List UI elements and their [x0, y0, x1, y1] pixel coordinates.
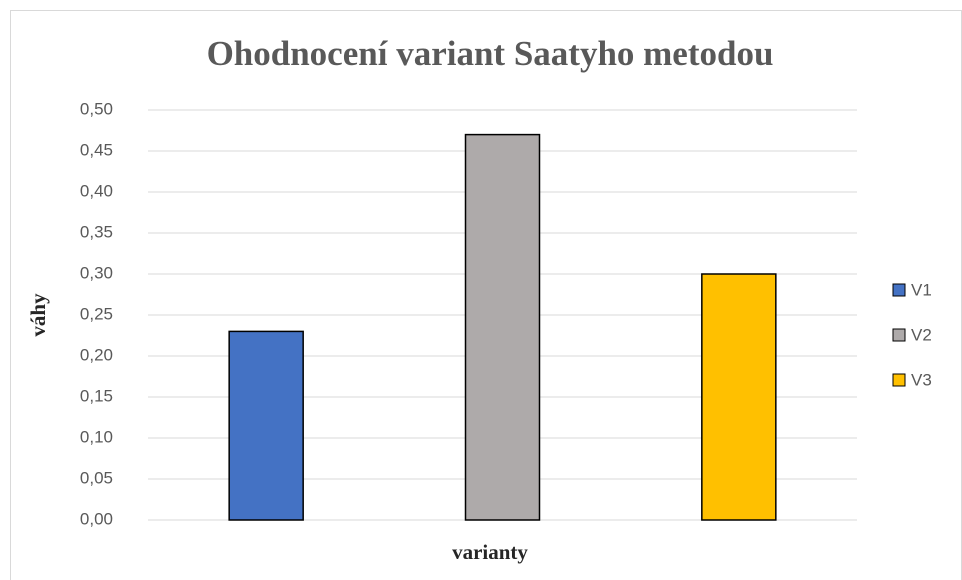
y-tick-label: 0,00	[80, 509, 113, 528]
legend-label: V2	[911, 325, 932, 344]
y-tick-label: 0,25	[80, 304, 113, 323]
bar	[701, 273, 777, 521]
y-tick-label: 0,40	[80, 181, 113, 200]
y-tick-label: 0,20	[80, 345, 113, 364]
y-tick-label: 0,50	[80, 99, 113, 118]
y-tick-label: 0,10	[80, 427, 113, 446]
y-tick-label: 0,45	[80, 140, 113, 159]
y-tick-label: 0,30	[80, 263, 113, 282]
y-tick-label: 0,35	[80, 222, 113, 241]
legend-swatch	[892, 328, 906, 342]
x-axis-title: varianty	[452, 540, 528, 564]
legend-label: V1	[911, 280, 932, 299]
chart-title: Ohodnocení variant Saatyho metodou	[207, 34, 774, 73]
y-tick-label: 0,05	[80, 468, 113, 487]
legend-label: V3	[911, 370, 932, 389]
y-tick-label: 0,15	[80, 386, 113, 405]
bar	[464, 133, 541, 521]
bar	[228, 330, 304, 521]
legend-swatch	[892, 283, 906, 297]
y-axis-title: váhy	[26, 293, 50, 337]
legend-swatch	[892, 373, 906, 387]
